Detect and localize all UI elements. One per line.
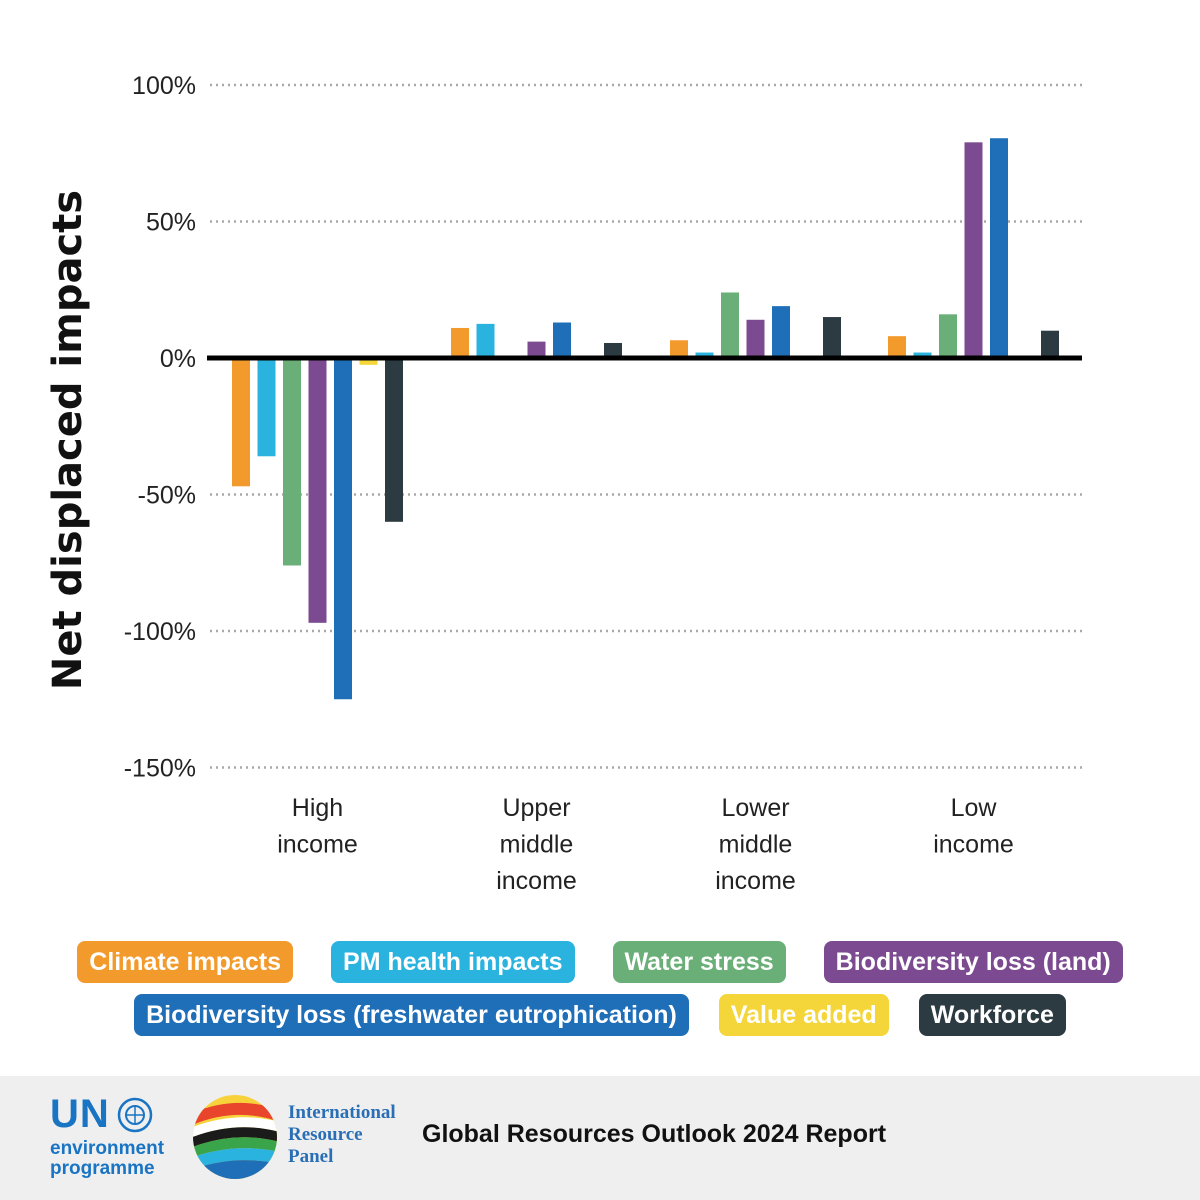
bar (964, 142, 983, 358)
bar (553, 322, 571, 358)
x-category-label-line: middle (500, 831, 574, 859)
x-category-label: Upper middle income (496, 794, 577, 895)
bar-chart: 100% 50% 0% -50% -100% -150% High income Upper mi… (124, 72, 1082, 895)
bar (283, 358, 301, 566)
unep-un-text: UN (50, 1092, 110, 1136)
x-category-label: High income (277, 794, 358, 859)
y-axis-title: Net displaced impacts (45, 189, 91, 691)
irp-logo-icon (190, 1092, 280, 1186)
bar (476, 323, 495, 358)
bar (385, 358, 403, 522)
legend-workforce: Workforce (918, 994, 1066, 1036)
bar (823, 317, 841, 358)
bar (939, 314, 957, 358)
bar (746, 319, 765, 358)
x-category-label-line: income (715, 867, 796, 895)
bar (359, 358, 378, 365)
bar (721, 292, 739, 358)
report-title: Global Resources Outlook 2024 Report (422, 1120, 887, 1148)
bar (257, 358, 276, 457)
bar (913, 352, 932, 358)
x-category-label-line: Low (951, 794, 998, 822)
unep-line-1: environment (50, 1138, 165, 1159)
legend-climate-impacts: Climate impacts (77, 941, 294, 983)
irp-name: International Resource Panel (288, 1102, 396, 1168)
bar (772, 306, 790, 358)
legend-biodiversity-loss-freshwater: Biodiversity loss (freshwater eutrophica… (134, 994, 689, 1036)
bar (451, 327, 469, 358)
bar (670, 340, 688, 358)
x-category-label-line: income (933, 831, 1014, 859)
y-tick-label: -100% (124, 618, 196, 646)
legend-value-added: Value added (718, 994, 889, 1036)
x-category-label: Low income (933, 794, 1014, 859)
y-tick-label: 0% (160, 345, 196, 373)
y-tick-label: -50% (138, 482, 196, 510)
unep-line-2: programme (50, 1158, 155, 1179)
legend-row-1: Climate impacts PM health impacts Water … (0, 941, 1200, 983)
y-tick-label: 50% (146, 209, 196, 237)
bar (604, 342, 622, 358)
x-category-label-line: income (277, 831, 358, 859)
bar (308, 358, 327, 623)
bar (232, 358, 250, 487)
bar (527, 341, 546, 358)
x-category-label-line: middle (719, 831, 793, 859)
bar (695, 352, 714, 358)
y-tick-label: -150% (124, 755, 196, 783)
irp-line-1: International (288, 1102, 396, 1123)
un-emblem-icon (116, 1096, 154, 1139)
footer-bar: UN environment programme (0, 1076, 1200, 1200)
x-category-label-line: Lower (721, 794, 789, 822)
unep-logo: UN environment programme (50, 1094, 164, 1179)
x-category-label-line: High (292, 794, 343, 822)
legend-water-stress: Water stress (612, 941, 786, 983)
irp-line-2: Resource (288, 1124, 363, 1145)
bar (1041, 330, 1059, 358)
legend-biodiversity-loss-land: Biodiversity loss (land) (823, 941, 1123, 983)
x-category-label-line: income (496, 867, 577, 895)
x-category-label: Lower middle income (715, 794, 796, 895)
x-category-label-line: Upper (502, 794, 570, 822)
irp-line-3: Panel (288, 1146, 334, 1167)
bar (334, 358, 352, 700)
y-tick-label: 100% (132, 72, 196, 100)
legend-pm-health-impacts: PM health impacts (331, 941, 575, 983)
legend-row-2: Biodiversity loss (freshwater eutrophica… (0, 994, 1200, 1036)
bar (888, 336, 906, 358)
bar (990, 138, 1008, 358)
